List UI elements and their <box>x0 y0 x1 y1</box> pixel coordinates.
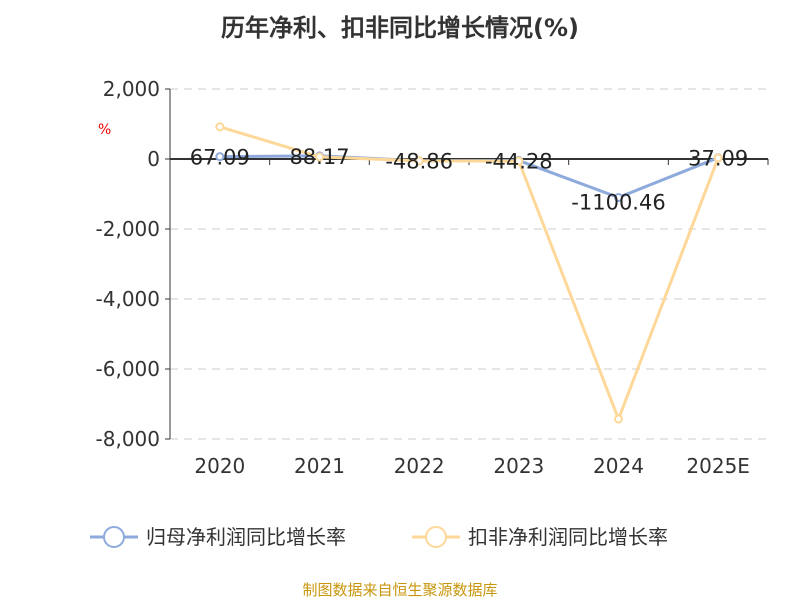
y-tick-label: 0 <box>147 147 160 171</box>
data-point <box>215 152 225 162</box>
data-label: 67.09 <box>190 146 250 170</box>
y-tick-label: -8,000 <box>96 427 160 451</box>
legend-label: 扣非净利润同比增长率 <box>468 525 668 549</box>
data-label: 88.17 <box>289 145 349 169</box>
data-point <box>514 156 524 166</box>
x-tick-label: 2021 <box>294 454 345 478</box>
data-point <box>614 414 623 424</box>
x-tick-label: 2024 <box>593 454 644 478</box>
chart-title: 历年净利、扣非同比增长情况(%) <box>221 14 579 42</box>
y-tick-label: 2,000 <box>103 77 160 101</box>
y-tick-label: -6,000 <box>96 357 160 381</box>
data-point <box>414 156 424 166</box>
x-tick-label: 2020 <box>194 454 245 478</box>
y-tick-label: -2,000 <box>96 217 160 241</box>
legend-marker <box>103 526 125 548</box>
y-axis-unit: % <box>98 122 112 138</box>
source-note: 制图数据来自恒生聚源数据库 <box>302 581 498 599</box>
data-point <box>315 152 324 162</box>
legend-label: 归母净利润同比增长率 <box>146 525 346 549</box>
x-tick-label: 2022 <box>394 454 445 478</box>
y-tick-label: -4,000 <box>96 287 160 311</box>
data-label: 37.09 <box>688 147 748 171</box>
data-point <box>713 153 723 163</box>
data-point <box>614 193 623 203</box>
data-label: -44.28 <box>485 150 553 174</box>
data-point <box>215 122 225 132</box>
x-tick-label: 2023 <box>493 454 544 478</box>
x-tick-label: 2025E <box>686 454 750 478</box>
series-line <box>219 125 720 424</box>
legend-marker <box>425 526 447 548</box>
data-label: -48.86 <box>385 150 453 174</box>
data-label: -1100.46 <box>571 191 665 215</box>
